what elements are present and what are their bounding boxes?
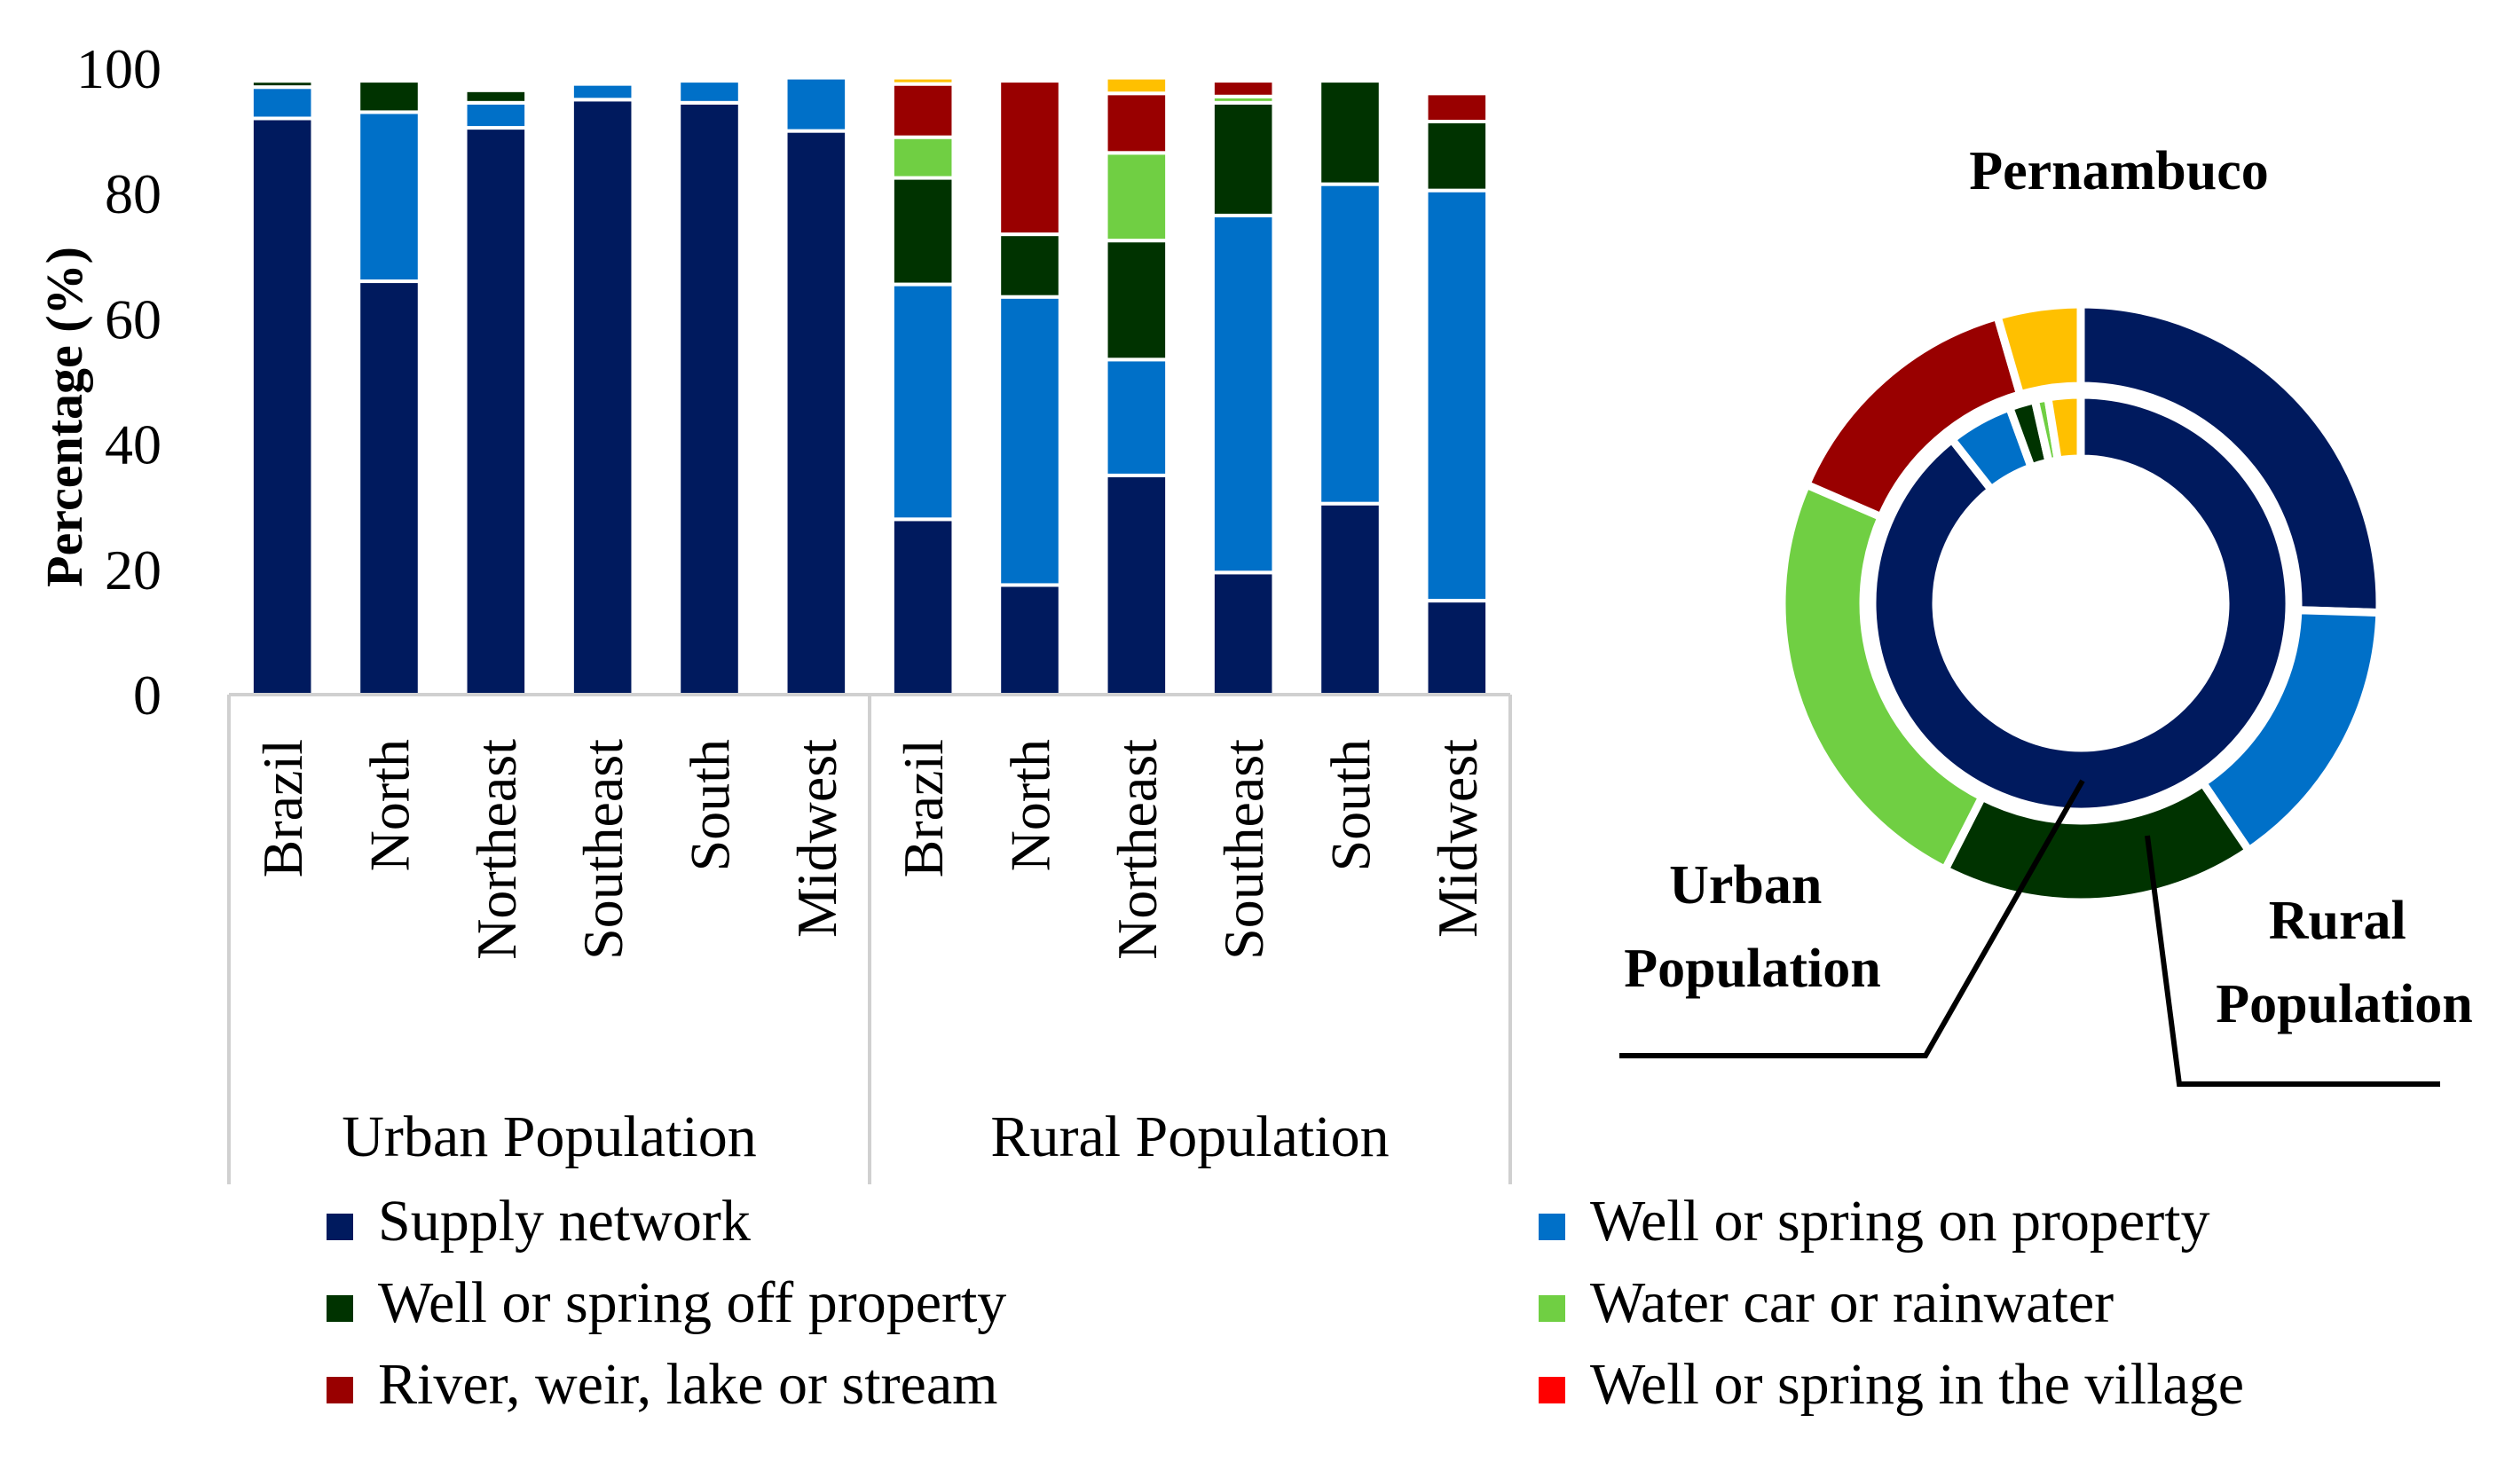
bar-segment <box>463 100 529 130</box>
bar-segment <box>249 75 315 83</box>
bar-segment <box>784 129 849 697</box>
category-label: Brazil <box>251 739 314 877</box>
urban-callout-label: Urban Population <box>1624 855 1880 999</box>
legend-label: Well or spring on property <box>1590 1189 2210 1254</box>
bar-segment <box>570 82 635 102</box>
urban-callout-line <box>1619 779 2085 1058</box>
bar-segment <box>1318 501 1382 696</box>
y-tick-label: 100 <box>76 37 161 100</box>
group-label: Rural Population <box>990 1104 1389 1169</box>
legend-swatch <box>1539 1214 1565 1240</box>
rural-callout-line <box>2145 835 2440 1087</box>
category-label: Brazil <box>892 739 955 877</box>
category-label: Midwest <box>785 739 848 938</box>
bar-segment <box>1210 213 1276 575</box>
category-label: Midwest <box>1426 739 1489 938</box>
bar-segment <box>463 85 529 92</box>
donut-title: Pernambuco <box>1969 141 2269 201</box>
y-axis-label: Percentage (%) <box>35 247 93 587</box>
rural-callout-label: Rural Population <box>2216 891 2472 1034</box>
bar-segment <box>890 517 956 696</box>
x-axis-categories: Brazil North Northeast Southeast South Midwes… <box>251 739 1489 960</box>
bar-segment <box>357 279 421 696</box>
donut-rings <box>1777 300 2384 907</box>
category-label: North <box>358 739 421 871</box>
bar-segment <box>997 232 1062 299</box>
legend-swatch <box>1539 1377 1565 1403</box>
bar-segment <box>357 110 421 284</box>
bar-segment <box>890 176 956 287</box>
bar-segment <box>1424 188 1490 603</box>
bar-segment <box>1424 599 1490 696</box>
x-axis-groups: Urban Population Rural Population <box>342 1104 1389 1169</box>
bar-segment <box>1318 182 1382 506</box>
bar-segment <box>677 100 742 696</box>
y-tick-label: 40 <box>105 413 161 476</box>
donut-slice <box>2076 300 2384 617</box>
bar-segment <box>997 79 1062 237</box>
category-axis-table <box>227 693 1512 1184</box>
bar-segment <box>357 79 421 114</box>
legend-label: Water car or rainwater <box>1590 1270 2114 1335</box>
donut-slice <box>1868 390 2294 816</box>
bar-segment <box>249 116 315 697</box>
bar-segment <box>1104 75 1169 96</box>
bar-segment <box>1210 100 1276 217</box>
bar-segments <box>249 75 1490 697</box>
bar-segment <box>1104 91 1169 155</box>
bar-segment <box>1424 88 1490 96</box>
category-label: Southeast <box>571 739 634 960</box>
donut-slice <box>1992 300 2085 400</box>
donut-slice <box>1777 479 1988 876</box>
bar-segment <box>1104 358 1169 477</box>
bar-segment <box>570 98 635 697</box>
bar-segment <box>890 135 956 180</box>
doughnut-chart: Pernambuco Urban Population Rural Popula… <box>1619 141 2473 1087</box>
bar-segment <box>997 295 1062 587</box>
legend-label: Supply network <box>378 1189 751 1254</box>
bar-segment <box>784 75 849 133</box>
donut-slice <box>2043 390 2085 466</box>
legend-swatch <box>1539 1295 1565 1322</box>
bar-segment <box>890 75 956 86</box>
y-axis-ticks: 0 20 40 60 80 100 <box>76 37 161 727</box>
y-tick-label: 80 <box>105 162 161 225</box>
bar-segment <box>1104 151 1169 243</box>
y-tick-label: 20 <box>105 538 161 601</box>
group-label: Urban Population <box>342 1104 756 1169</box>
bar-segment <box>890 282 956 522</box>
bar-segment <box>463 88 529 105</box>
bar-segment <box>463 126 529 696</box>
bar-segment <box>677 79 742 105</box>
bar-segment <box>1104 473 1169 697</box>
bar-segment <box>249 85 315 121</box>
stacked-bar-chart: 0 20 40 60 80 100 Percentage (%) Brazil North N… <box>35 37 1512 1184</box>
legend-label: River, weir, lake or stream <box>378 1352 997 1417</box>
bar-segment <box>1104 239 1169 362</box>
legend-label: Well or spring in the village <box>1590 1352 2244 1417</box>
legend-swatch <box>327 1295 353 1322</box>
category-label: South <box>1319 739 1382 871</box>
category-label: Southeast <box>1212 739 1275 960</box>
legend-label: Well or spring off property <box>378 1270 1006 1335</box>
y-tick-label: 60 <box>105 287 161 350</box>
bar-segment <box>1424 91 1490 124</box>
category-label: Northeast <box>1106 739 1169 960</box>
category-label: Northeast <box>465 739 528 960</box>
legend: Supply network Well or spring on property… <box>327 1189 2244 1417</box>
bar-segment <box>890 82 956 139</box>
category-label: South <box>679 739 742 871</box>
legend-swatch <box>327 1377 353 1403</box>
category-label: North <box>999 739 1062 871</box>
y-tick-label: 0 <box>133 664 161 727</box>
bar-segment <box>1210 79 1276 98</box>
bar-segment <box>1210 570 1276 697</box>
legend-swatch <box>327 1214 353 1240</box>
bar-segment <box>997 583 1062 697</box>
bar-segment <box>1424 120 1490 193</box>
bar-segment <box>1318 79 1382 186</box>
